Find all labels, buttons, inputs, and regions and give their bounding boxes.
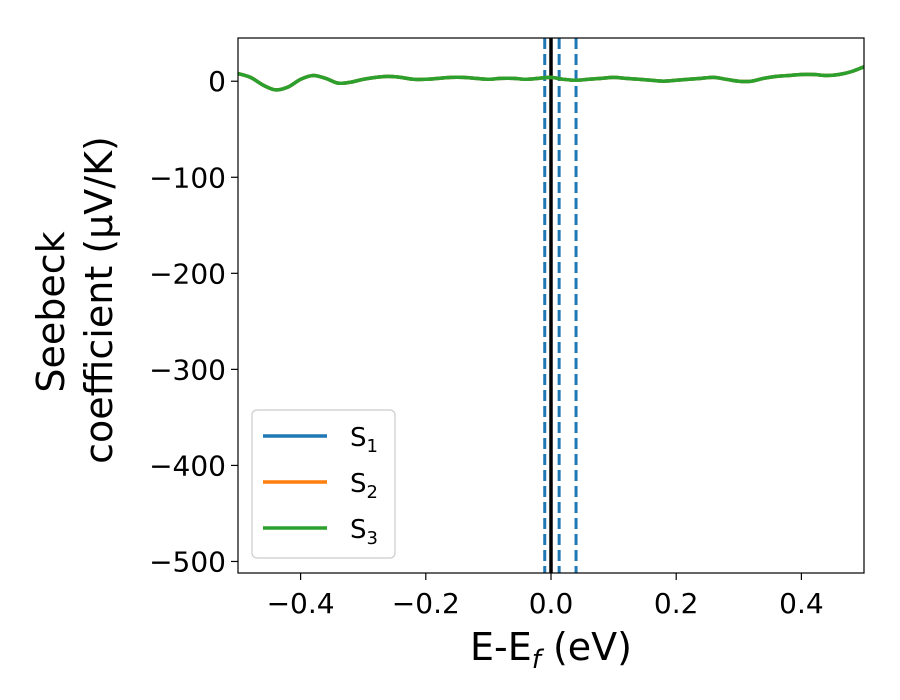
y-tick-label: −400 xyxy=(149,449,226,482)
x-tick-label: −0.2 xyxy=(392,587,460,620)
y-tick-label: −100 xyxy=(149,161,226,194)
series-lines xyxy=(238,65,864,92)
series-line-3 xyxy=(238,65,864,92)
y-tick-label: −300 xyxy=(149,353,226,386)
y-axis-ticks: 0 −100 −200 −300 −400 −500 xyxy=(149,65,238,578)
y-tick-label: −200 xyxy=(149,257,226,290)
x-tick-label: −0.4 xyxy=(267,587,335,620)
legend-label-1: S1 xyxy=(350,423,378,457)
x-tick-label: 0.4 xyxy=(779,587,824,620)
y-axis-label-line1: Seebeck xyxy=(29,231,73,392)
x-tick-label: 0.0 xyxy=(529,587,574,620)
y-axis-label-line2: coefficient (μV/K) xyxy=(77,136,121,464)
x-tick-label: 0.2 xyxy=(654,587,699,620)
legend: S1 S2 S3 xyxy=(251,409,396,559)
legend-label-3: S3 xyxy=(350,515,378,549)
y-tick-label: 0 xyxy=(208,65,226,98)
x-axis-ticks: −0.4 −0.2 0.0 0.2 0.4 xyxy=(267,573,824,620)
x-axis-label: E-Ef (eV) xyxy=(470,625,632,675)
legend-label-2: S2 xyxy=(350,469,378,503)
y-tick-label: −500 xyxy=(149,545,226,578)
vertical-reference-lines xyxy=(543,38,578,573)
legend-box xyxy=(251,409,396,559)
